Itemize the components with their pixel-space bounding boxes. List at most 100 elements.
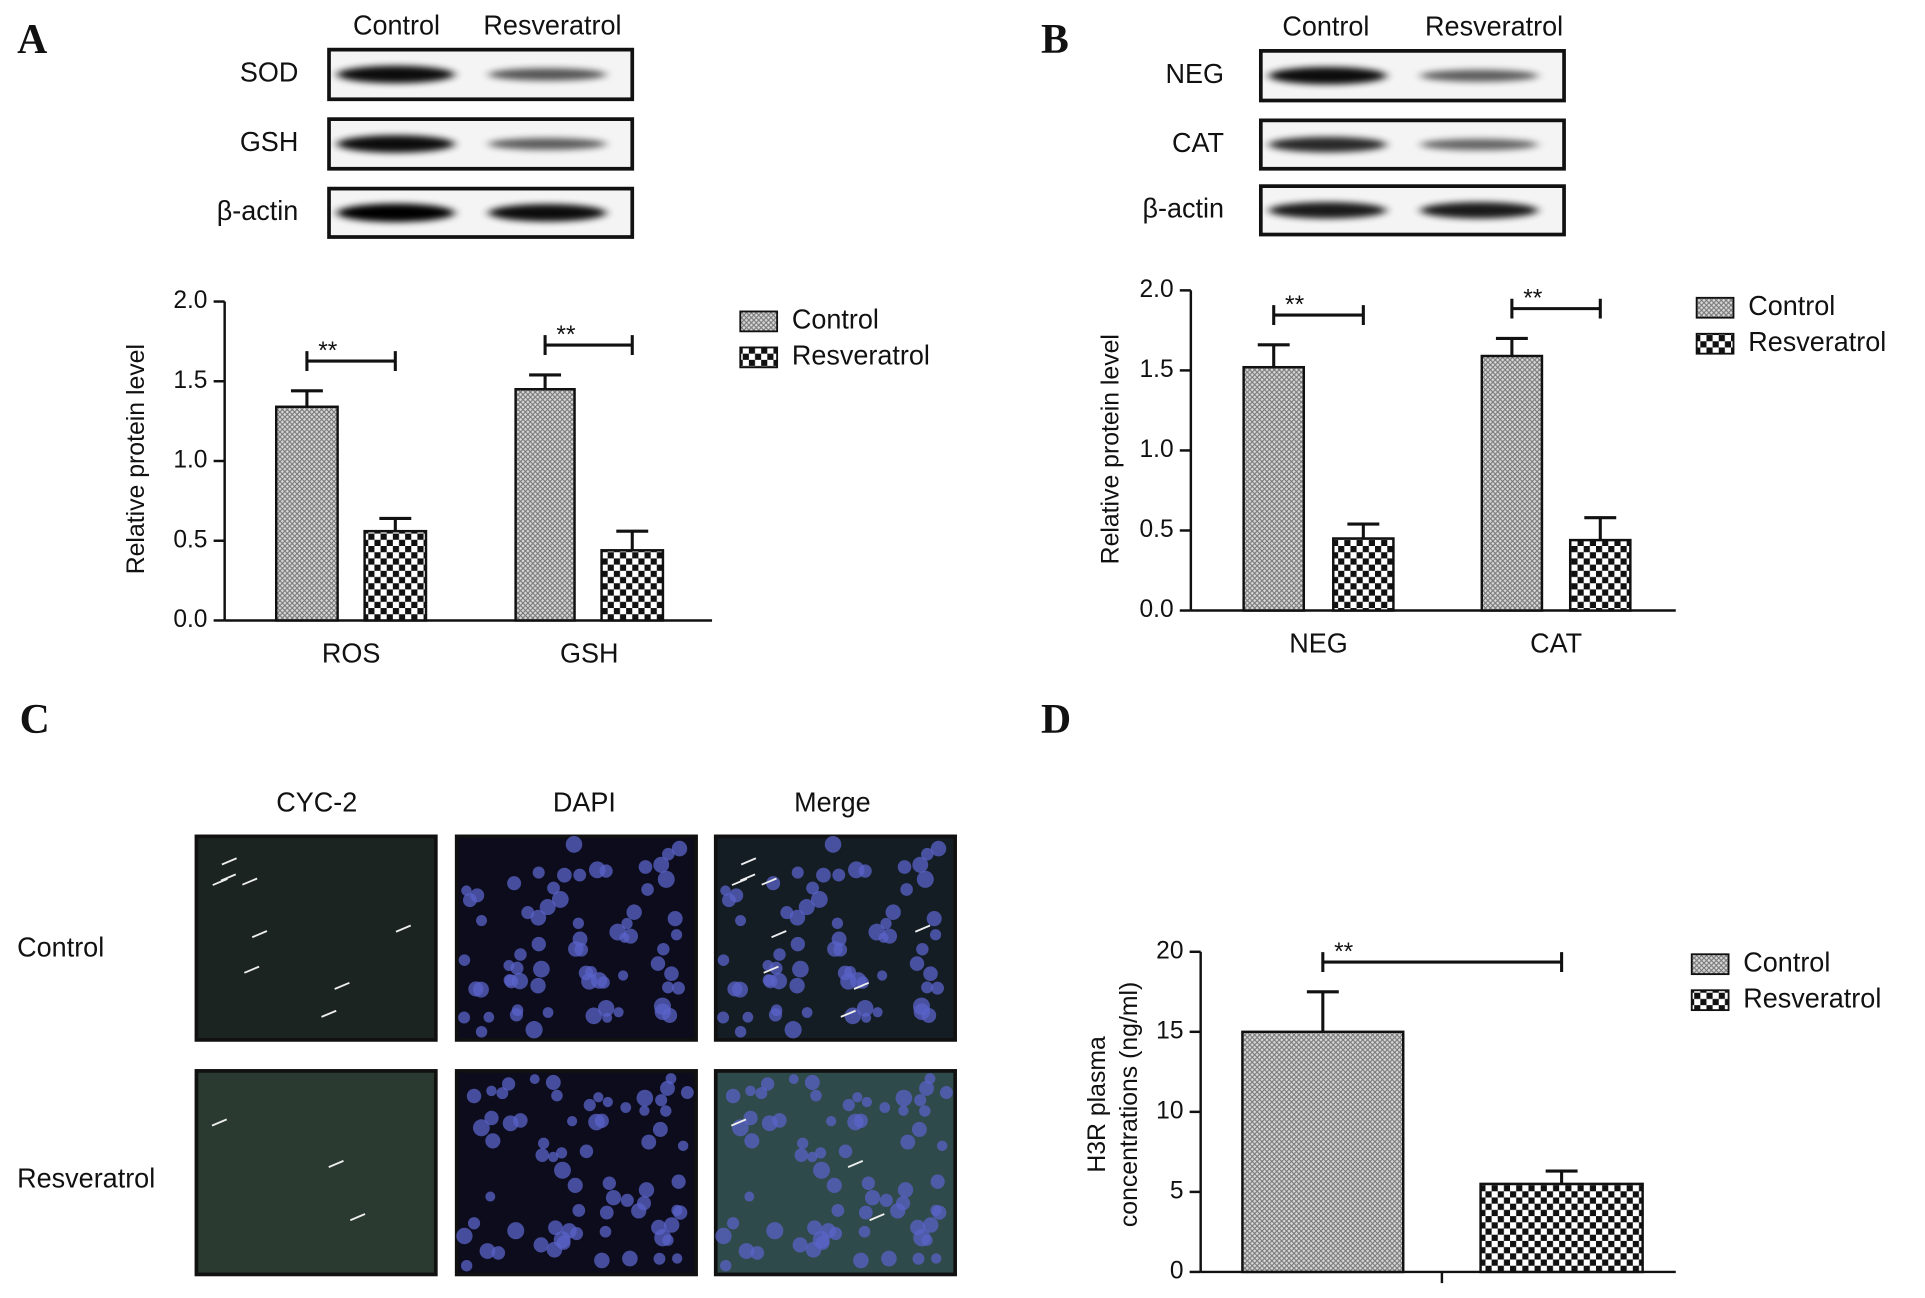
blot-row-label: SOD [240,57,299,88]
nucleus [548,1151,559,1163]
nucleus [826,1115,837,1127]
nucleus [463,893,477,908]
nucleus [772,1113,787,1128]
nucleus [735,915,747,927]
nucleus [673,1205,688,1220]
nucleus [791,866,804,879]
bar [1480,354,1544,612]
nucleus [878,932,889,943]
nucleus [475,1025,488,1038]
nucleus [858,1205,873,1220]
panel-label: A [17,17,47,63]
nucleus [926,911,942,927]
nucleus [585,1007,603,1025]
nucleus [530,909,547,926]
nucleus [546,1241,563,1258]
nucleus [801,1007,813,1018]
bar [275,405,339,622]
nucleus [770,1004,783,1017]
nucleus [895,1089,913,1107]
nucleus [881,1250,897,1267]
nucleus [916,870,934,888]
nucleus [734,1025,747,1038]
nucleus [511,1004,524,1017]
significance-bracket [1510,298,1602,319]
nucleus [542,1007,554,1018]
y-tick-label: 1.5 [1140,356,1174,383]
blot-column-label: Control [353,9,440,40]
nucleus [662,981,674,994]
nucleus [743,1110,758,1126]
nucleus [744,1191,755,1202]
nucleus [662,1234,674,1246]
nucleus [650,956,666,971]
nucleus [641,883,654,896]
nucleus [551,890,569,908]
y-tick-label: 0.0 [1140,596,1174,623]
nucleus [551,1089,563,1102]
nucleus [572,917,584,929]
nucleus [579,1144,594,1159]
nucleus [662,1007,678,1023]
nucleus [680,1086,694,1100]
y-axis-label: concentrations (ng/ml) [1116,982,1143,1227]
significance-bracket [305,351,397,371]
nucleus [532,866,545,879]
arrow [739,873,756,882]
nucleus [677,1140,689,1152]
nucleus [622,1250,638,1267]
nucleus [599,1205,614,1220]
nucleus [831,1204,845,1217]
y-tick-label: 10 [1156,1097,1183,1124]
blot-band [336,135,455,153]
nucleus [572,1204,586,1217]
nucleus [813,1161,830,1179]
arrow [771,930,787,939]
nucleus [932,1205,947,1220]
arrow [244,965,260,974]
nucleus [921,1234,933,1246]
image-column-label: CYC-2 [276,786,357,817]
nucleus [717,954,730,966]
nucleus [594,1113,609,1128]
bar [1241,1030,1405,1274]
blot-band [1268,202,1387,219]
nucleus [890,1203,906,1219]
arrow [847,1160,864,1168]
nucleus [525,1021,543,1039]
nucleus [909,956,925,971]
nucleus [655,1094,668,1107]
nucleus [458,954,471,966]
nucleus [597,999,615,1017]
nucleus [807,1220,822,1236]
nucleus [816,867,831,883]
nucleus [929,929,942,941]
nucleus [671,1174,686,1189]
nucleus [594,1252,610,1269]
nucleus [919,1105,931,1117]
nucleus [496,1087,509,1100]
nucleus [810,1089,822,1102]
nucleus [620,1102,632,1113]
blot-row-label: β-actin [1142,192,1224,223]
y-tick-label: 1.0 [1140,436,1174,463]
nucleus [483,1011,495,1023]
nucleus [613,1007,624,1018]
legend-swatch [739,310,779,333]
nucleus [535,1148,549,1162]
nucleus [912,856,929,873]
x-tick-label: NEG [1289,627,1348,658]
blot-band [336,65,455,84]
arrow [321,1009,337,1018]
nucleus [877,970,888,981]
nucleus [671,840,688,857]
arrow [349,1213,366,1222]
arrow [740,857,757,866]
significance-bracket [1272,305,1365,325]
nucleus [815,1147,827,1159]
nucleus [619,932,630,943]
nucleus [638,1182,655,1198]
panel-label: C [20,697,50,743]
nucleus [804,1074,820,1090]
